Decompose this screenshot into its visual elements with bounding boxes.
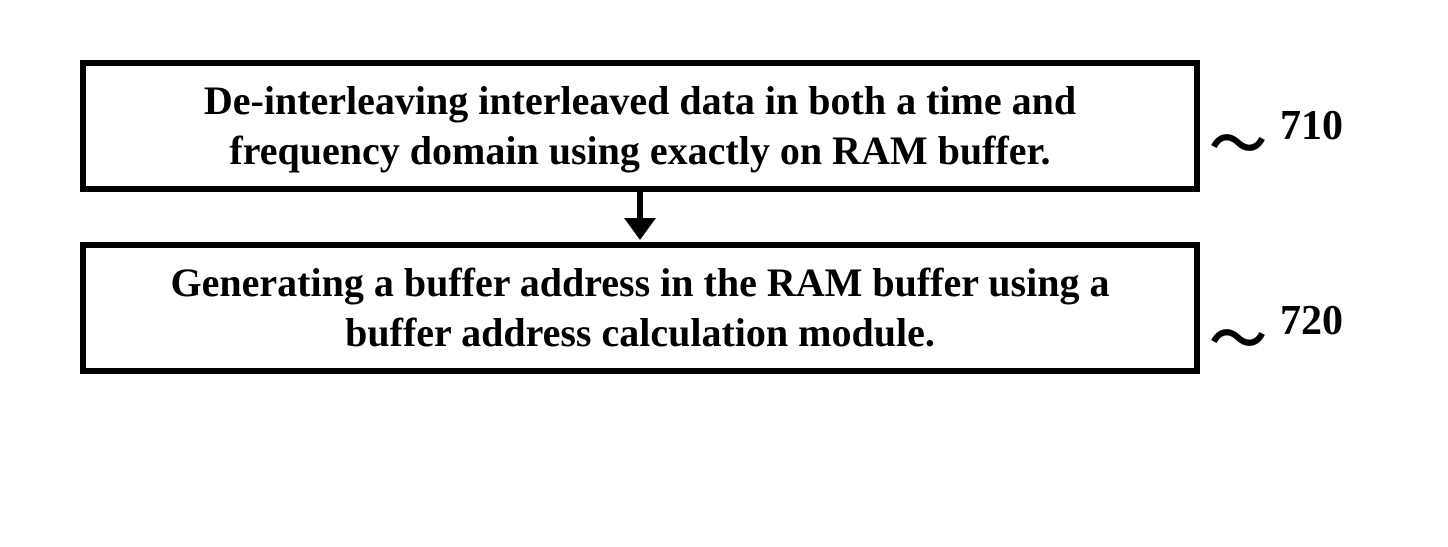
flowchart-step-2: Generating a buffer address in the RAM b… [80,242,1200,374]
connector-tilde-2: 〜 [1210,295,1266,376]
flowchart-step-2-text: Generating a buffer address in the RAM b… [171,260,1110,355]
flowchart-step-1-text: De-interleaving interleaved data in both… [204,78,1076,173]
flowchart-container: De-interleaving interleaved data in both… [80,60,1380,374]
flowchart-arrow [80,192,1200,242]
flowchart-step-1-label: 710 [1280,102,1343,150]
flowchart-step-1: De-interleaving interleaved data in both… [80,60,1200,192]
flowchart-step-2-label: 720 [1280,297,1343,345]
connector-tilde-1: 〜 [1210,100,1266,181]
arrow-line [637,192,643,220]
arrow-head-icon [624,218,656,240]
